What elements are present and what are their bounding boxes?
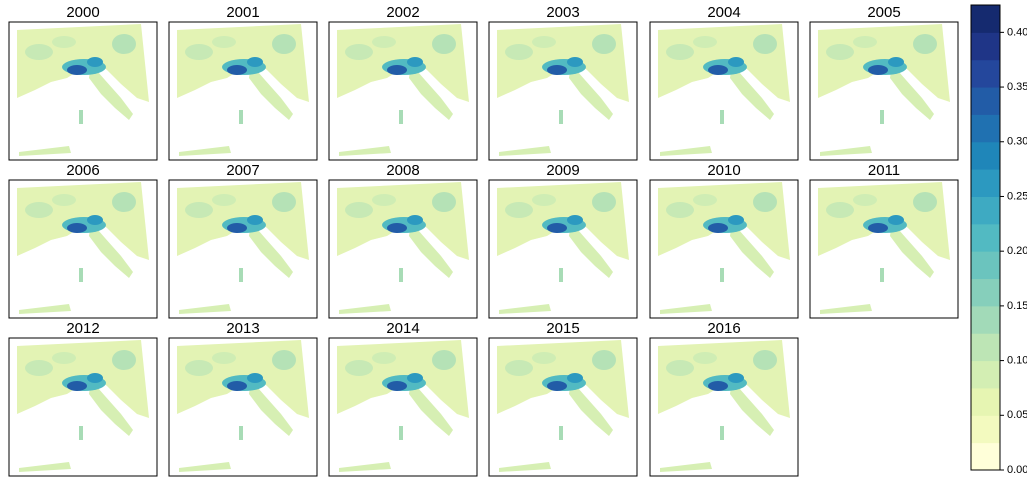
figure: 2000 2001 2002 2003 2004 2005 2006 2007 2008 2009… (0, 0, 1027, 477)
color-band (971, 32, 1000, 60)
map-raster (658, 24, 790, 156)
map-panel (329, 180, 477, 318)
map-panel (810, 180, 958, 318)
color-band (971, 5, 1000, 33)
map-raster (497, 182, 629, 314)
map-panel (489, 338, 637, 476)
map-panel (489, 180, 637, 318)
color-band (971, 114, 1000, 142)
tick-label: 0.15 (1007, 300, 1027, 312)
map-panel (650, 180, 798, 318)
color-band (971, 224, 1000, 252)
color-band (971, 196, 1000, 224)
panel-title: 2013 (226, 320, 259, 337)
color-band (971, 415, 1000, 443)
map-raster (17, 340, 149, 472)
tick-label: 0.35 (1007, 81, 1027, 93)
tick-label: 0.10 (1007, 354, 1027, 366)
panel-title: 2007 (226, 162, 259, 179)
map-raster (658, 182, 790, 314)
color-band (971, 87, 1000, 115)
color-band (971, 142, 1000, 170)
map-panel (169, 22, 317, 160)
map-panel (169, 180, 317, 318)
panel-title: 2000 (66, 4, 99, 21)
map-raster (177, 24, 309, 156)
panel-title: 2006 (66, 162, 99, 179)
color-band (971, 60, 1000, 88)
map-raster (337, 340, 469, 472)
map-panel (9, 180, 157, 318)
tick-label: 0.40 (1007, 26, 1027, 38)
panel-title: 2011 (868, 162, 900, 179)
panel-title: 2009 (546, 162, 579, 179)
tick-label: 0.25 (1007, 190, 1027, 202)
map-panel (489, 22, 637, 160)
map-panel (9, 338, 157, 476)
color-band (971, 361, 1000, 389)
map-raster (17, 24, 149, 156)
map-panel (329, 338, 477, 476)
color-band (971, 443, 1000, 471)
tick-label: 0.20 (1007, 245, 1027, 257)
map-panel (650, 22, 798, 160)
map-panel (169, 338, 317, 476)
panel-title: 2010 (707, 162, 740, 179)
color-band (971, 279, 1000, 307)
tick-label: 0.00 (1007, 464, 1027, 476)
color-band (971, 169, 1000, 197)
panel-title: 2015 (546, 320, 579, 337)
panel-title: 2008 (386, 162, 419, 179)
map-raster (177, 340, 309, 472)
map-raster (337, 24, 469, 156)
color-band (971, 388, 1000, 416)
map-raster (17, 182, 149, 314)
panel-title: 2014 (386, 320, 419, 337)
map-raster (177, 182, 309, 314)
map-panel (810, 22, 958, 160)
color-band (971, 251, 1000, 279)
color-band (971, 333, 1000, 361)
panel-title: 2005 (867, 4, 900, 21)
panel-title: 2001 (226, 4, 259, 21)
map-raster (497, 24, 629, 156)
map-raster (497, 340, 629, 472)
panel-title: 2012 (66, 320, 99, 337)
map-raster (658, 340, 790, 472)
tick-label: 0.05 (1007, 409, 1027, 421)
map-raster (818, 182, 950, 314)
panel-title: 2004 (707, 4, 740, 21)
map-raster (818, 24, 950, 156)
map-raster (337, 182, 469, 314)
panel-title: 2003 (546, 4, 579, 21)
panel-title: 2002 (386, 4, 419, 21)
color-band (971, 306, 1000, 334)
panel-title: 2016 (707, 320, 740, 337)
map-panel (329, 22, 477, 160)
tick-label: 0.30 (1007, 136, 1027, 148)
map-panel (650, 338, 798, 476)
map-panel (9, 22, 157, 160)
